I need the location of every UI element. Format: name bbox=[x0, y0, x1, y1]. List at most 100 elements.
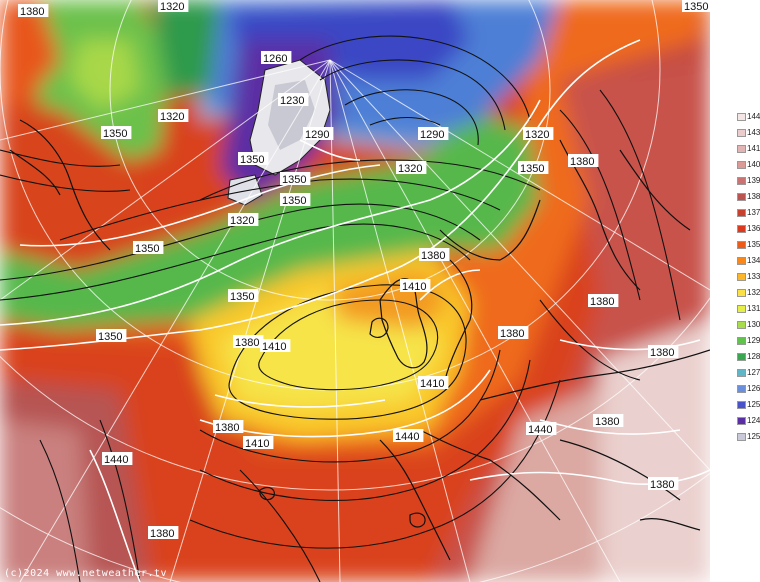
svg-text:1320: 1320 bbox=[160, 1, 184, 13]
contour-label: 1350 bbox=[682, 0, 710, 13]
isobars bbox=[0, 35, 681, 582]
graticule bbox=[0, 0, 710, 582]
legend-swatch bbox=[737, 241, 746, 249]
contour-label: 1320 bbox=[228, 213, 259, 227]
weather-map: 1380 1320 1350 1260 1230 1290 1320 1290 1320 1350… bbox=[0, 0, 710, 582]
contour-label: 1380 bbox=[213, 420, 244, 434]
svg-text:1410: 1410 bbox=[402, 281, 426, 293]
contour-label: 1230 bbox=[278, 93, 309, 107]
svg-text:1320: 1320 bbox=[398, 163, 422, 175]
svg-text:1380: 1380 bbox=[590, 296, 614, 308]
legend-swatch bbox=[737, 337, 746, 345]
svg-text:1380: 1380 bbox=[595, 416, 619, 428]
svg-text:1350: 1350 bbox=[98, 331, 122, 343]
legend-swatch bbox=[737, 433, 746, 441]
contour-label: 1380 bbox=[419, 248, 450, 262]
thickness-contours bbox=[0, 39, 710, 582]
svg-text:1350: 1350 bbox=[103, 128, 127, 140]
legend-label: 125 bbox=[747, 400, 760, 409]
svg-text:1350: 1350 bbox=[520, 163, 544, 175]
legend-swatch bbox=[737, 353, 746, 361]
legend-label: 130 bbox=[747, 320, 760, 329]
contour-label: 1380 bbox=[233, 335, 264, 349]
svg-text:1380: 1380 bbox=[215, 422, 239, 434]
legend-label: 132 bbox=[747, 288, 760, 297]
svg-text:1380: 1380 bbox=[150, 528, 174, 540]
contour-label: 1350 bbox=[96, 329, 127, 343]
contour-label: 1380 bbox=[648, 345, 679, 359]
legend-label: 129 bbox=[747, 336, 760, 345]
contour-label: 1440 bbox=[526, 422, 557, 436]
svg-text:1440: 1440 bbox=[528, 424, 552, 436]
svg-text:1380: 1380 bbox=[650, 479, 674, 491]
legend-label: 137 bbox=[747, 208, 760, 217]
legend-label: 133 bbox=[747, 272, 760, 281]
contour-label: 1380 bbox=[593, 414, 624, 428]
legend-label: 124 bbox=[747, 416, 760, 425]
svg-text:1410: 1410 bbox=[245, 438, 269, 450]
legend-swatch bbox=[737, 193, 746, 201]
contour-label: 1290 bbox=[418, 127, 449, 141]
contour-label: 1350 bbox=[280, 193, 311, 207]
legend-swatch bbox=[737, 257, 746, 265]
legend-swatch bbox=[737, 145, 746, 153]
color-scale-legend: 144 143 141 140 139 138 137 136 135 134 133 132 131 1… bbox=[737, 113, 760, 448]
legend-label: 134 bbox=[747, 256, 760, 265]
legend-label: 144 bbox=[747, 112, 760, 121]
contour-label: 1410 bbox=[260, 339, 291, 353]
contour-label: 1410 bbox=[418, 376, 449, 390]
legend-swatch bbox=[737, 369, 746, 377]
legend-swatch bbox=[737, 177, 746, 185]
svg-text:1260: 1260 bbox=[263, 53, 287, 65]
legend-label: 136 bbox=[747, 224, 760, 233]
legend-swatch bbox=[737, 161, 746, 169]
svg-text:1440: 1440 bbox=[395, 431, 419, 443]
svg-text:1350: 1350 bbox=[282, 195, 306, 207]
svg-text:1320: 1320 bbox=[230, 215, 254, 227]
svg-text:1410: 1410 bbox=[420, 378, 444, 390]
contour-label: 1350 bbox=[228, 289, 259, 303]
legend-label: 143 bbox=[747, 128, 760, 137]
legend-label: 139 bbox=[747, 176, 760, 185]
svg-text:1410: 1410 bbox=[262, 341, 286, 353]
contour-label: 1320 bbox=[523, 127, 554, 141]
contour-label: 1440 bbox=[102, 452, 133, 466]
contour-label: 1380 bbox=[588, 294, 619, 308]
legend-label: 131 bbox=[747, 304, 760, 313]
legend-swatch bbox=[737, 321, 746, 329]
svg-text:1380: 1380 bbox=[650, 347, 674, 359]
legend-swatch bbox=[737, 209, 746, 217]
contour-label: 1380 bbox=[498, 326, 529, 340]
legend-swatch bbox=[737, 273, 746, 281]
legend-swatch bbox=[737, 289, 746, 297]
contour-label: 1380 bbox=[18, 4, 49, 18]
legend-swatch bbox=[737, 129, 746, 137]
contour-label: 1350 bbox=[280, 172, 311, 186]
svg-text:1380: 1380 bbox=[20, 6, 44, 18]
svg-text:1320: 1320 bbox=[160, 111, 184, 123]
contour-label: 1320 bbox=[396, 161, 427, 175]
svg-text:1230: 1230 bbox=[280, 95, 304, 107]
contour-label: 1350 bbox=[133, 241, 164, 255]
legend-label: 126 bbox=[747, 384, 760, 393]
contour-label-layer: 1380 1320 1350 1260 1230 1290 1320 1290 1320 1350… bbox=[18, 0, 710, 540]
legend-label: 135 bbox=[747, 240, 760, 249]
svg-text:1350: 1350 bbox=[282, 174, 306, 186]
contour-label: 1260 bbox=[261, 51, 292, 65]
legend-swatch bbox=[737, 113, 746, 121]
legend-swatch bbox=[737, 225, 746, 233]
contour-label: 1290 bbox=[303, 127, 334, 141]
legend-swatch bbox=[737, 385, 746, 393]
svg-text:1380: 1380 bbox=[570, 156, 594, 168]
contour-label: 1320 bbox=[158, 109, 189, 123]
contour-label: 1350 bbox=[518, 161, 549, 175]
contour-label: 1350 bbox=[101, 126, 132, 140]
svg-text:1290: 1290 bbox=[420, 129, 444, 141]
svg-text:1350: 1350 bbox=[230, 291, 254, 303]
contour-label: 1380 bbox=[648, 477, 679, 491]
legend-swatch bbox=[737, 401, 746, 409]
svg-text:1350: 1350 bbox=[135, 243, 159, 255]
svg-text:1350: 1350 bbox=[240, 154, 264, 166]
legend-label: 141 bbox=[747, 144, 760, 153]
contour-label: 1440 bbox=[393, 429, 424, 443]
